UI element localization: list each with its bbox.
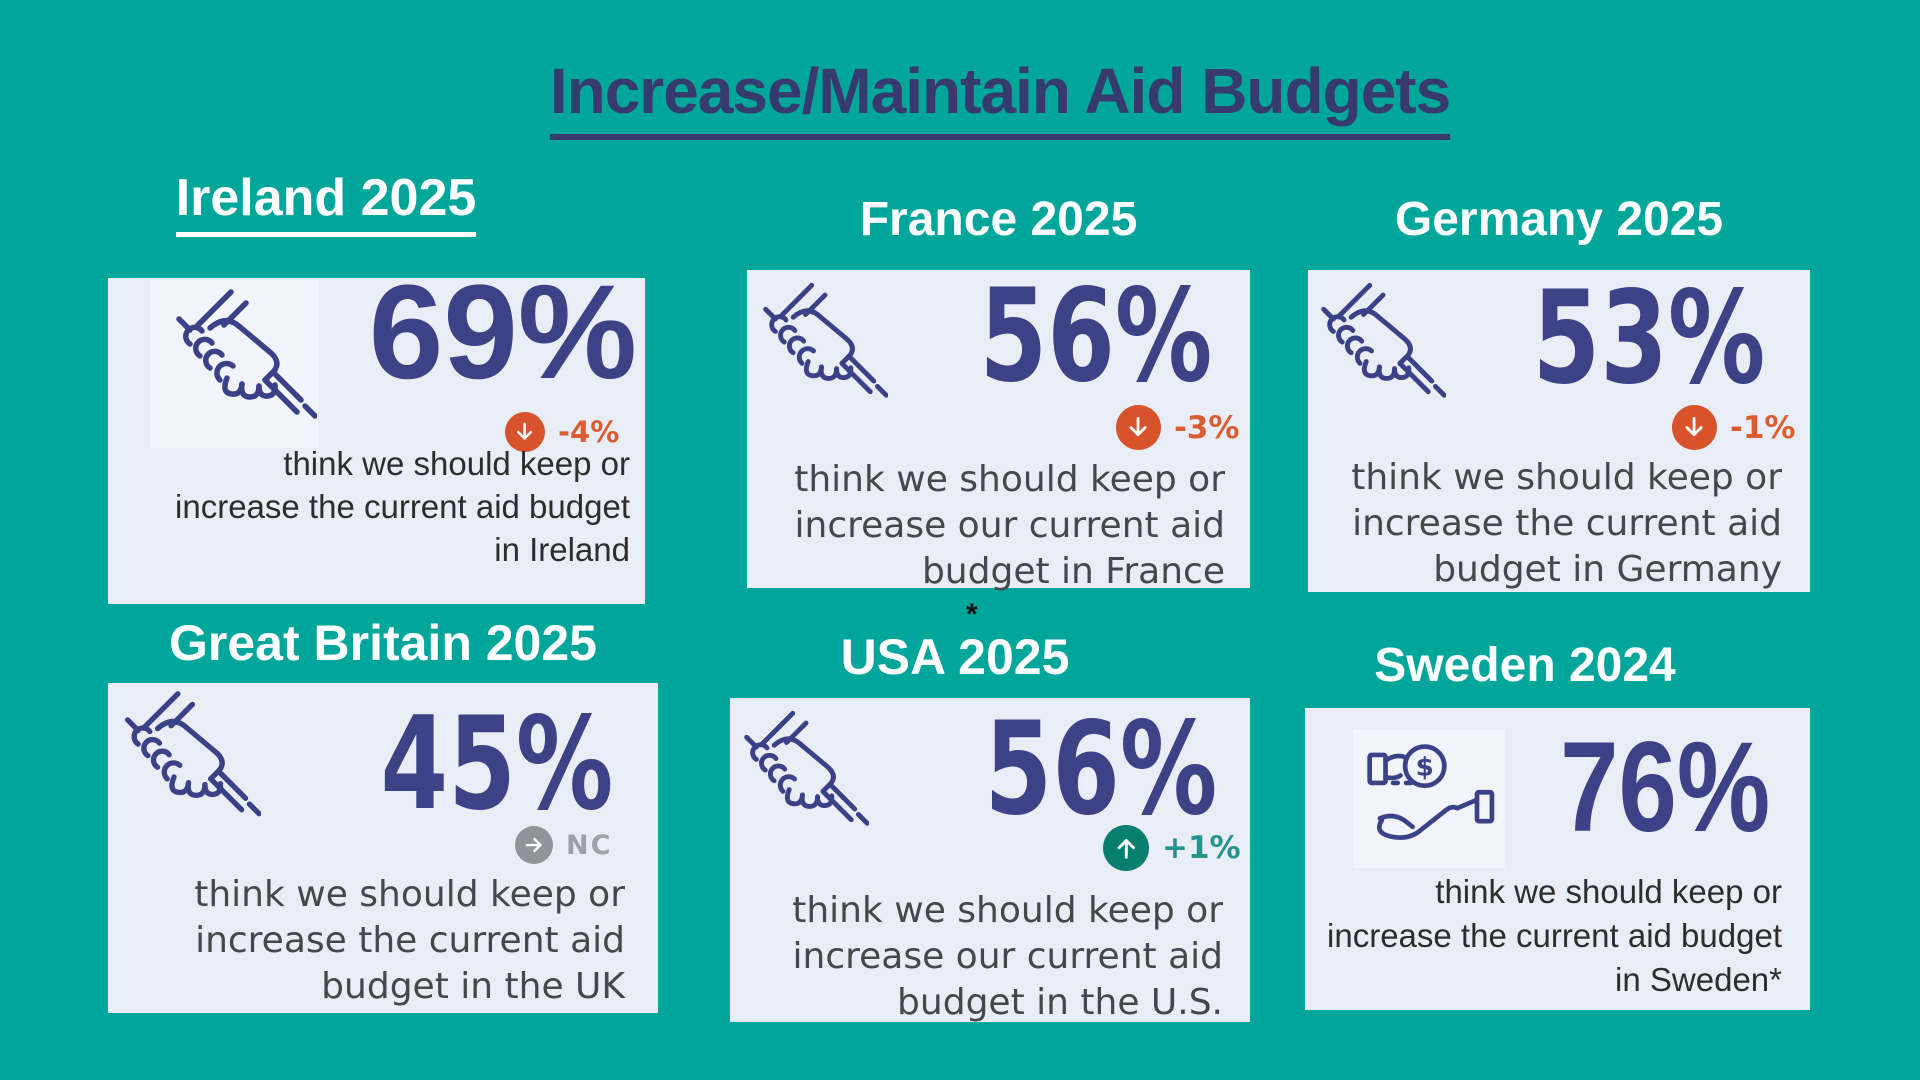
card-title-sweden: Sweden 2024	[1374, 639, 1676, 692]
card-germany: 53% -1% think we should keep or increase…	[1308, 270, 1810, 592]
card-great-britain: 45% NC think we should keep or increase …	[108, 683, 658, 1013]
value-sweden: 76%	[1559, 716, 1770, 859]
svg-text:$: $	[1416, 752, 1434, 782]
value-ireland: 69%	[368, 258, 637, 407]
card-sweden: $ 76% think we should keep or increase t…	[1305, 708, 1810, 1010]
value-france: 56%	[979, 262, 1212, 411]
change-badge-germany: -1%	[1672, 405, 1796, 450]
description-usa: think we should keep or increase our cur…	[792, 890, 1223, 1023]
page-title: Increase/Maintain Aid Budgets	[300, 54, 1700, 140]
helping-hands-icon	[1313, 280, 1446, 413]
helping-hands-icon	[755, 280, 888, 413]
card-title-usa: USA 2025	[840, 629, 1070, 685]
hand-coin-icon: $	[1365, 740, 1505, 852]
card-ireland: 69% -4% think we should keep or increase…	[108, 266, 645, 604]
change-badge-usa: +1%	[1103, 825, 1241, 871]
card-title-ireland: Ireland 2025	[56, 168, 596, 237]
change-badge-great-britain: NC	[515, 826, 612, 864]
helping-hands-icon	[116, 688, 261, 833]
description-france: think we should keep or increase our cur…	[794, 459, 1225, 592]
card-title-germany: Germany 2025	[1394, 193, 1724, 246]
value-germany: 53%	[1532, 264, 1765, 413]
card-france: 56% -3% think we should keep or increase…	[747, 262, 1250, 592]
arrow-right-icon	[515, 826, 553, 864]
card-title-france: France 2025	[859, 193, 1138, 246]
description-great-britain: think we should keep or increase the cur…	[194, 874, 625, 1007]
value-usa: 56%	[984, 695, 1217, 844]
usa-footnote-marker: *	[966, 598, 978, 631]
helping-hands-icon	[167, 286, 317, 436]
arrow-down-icon	[1672, 405, 1717, 450]
card-usa: 56% +1% think we should keep or increase…	[730, 695, 1250, 1023]
card-title-great-britain: Great Britain 2025	[169, 615, 597, 671]
helping-hands-icon	[736, 708, 869, 841]
description-ireland: think we should keep or increase the cur…	[175, 445, 630, 568]
description-sweden: think we should keep or increase the cur…	[1327, 873, 1782, 998]
arrow-up-icon	[1103, 825, 1149, 871]
value-great-britain: 45%	[380, 690, 613, 839]
change-badge-ireland: -4%	[505, 412, 619, 452]
description-germany: think we should keep or increase the cur…	[1351, 457, 1782, 590]
arrow-down-icon	[1116, 405, 1161, 450]
change-badge-france: -3%	[1116, 405, 1240, 450]
arrow-down-icon	[505, 412, 545, 452]
